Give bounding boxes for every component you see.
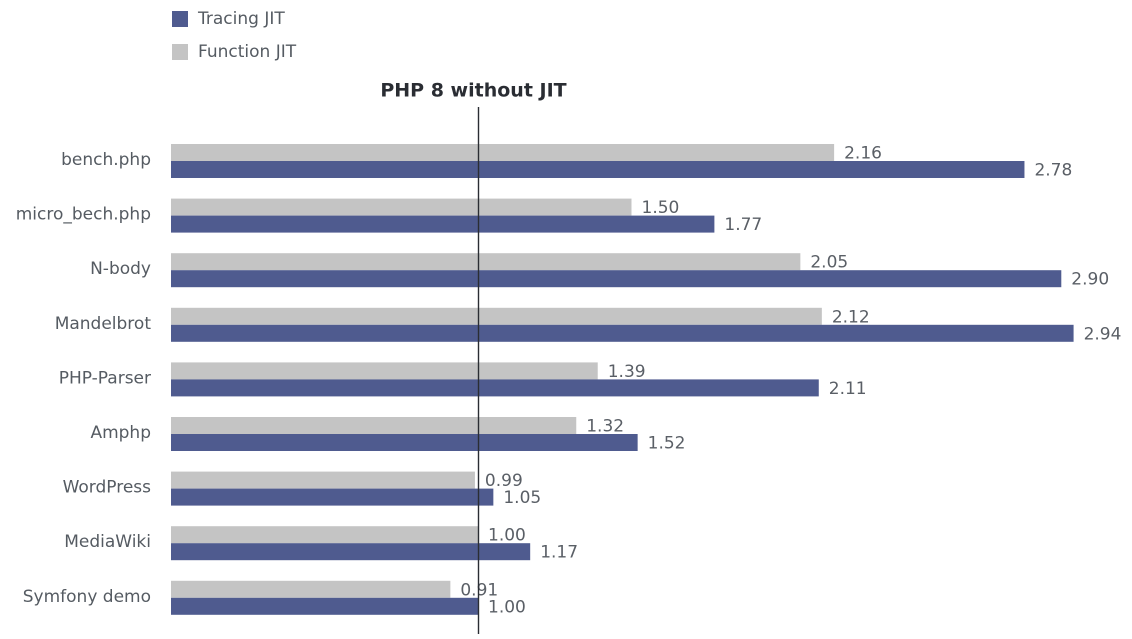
- category-label: WordPress: [63, 478, 152, 498]
- function-jit-bar: [171, 580, 451, 598]
- tracing-jit-bar: [171, 379, 819, 397]
- legend-label: Tracing JIT: [197, 9, 285, 29]
- tracing-jit-bar: [171, 215, 715, 233]
- function-jit-bar: [171, 471, 475, 489]
- tracing-jit-value-label: 1.05: [503, 488, 541, 508]
- tracing-jit-value-label: 2.11: [829, 379, 867, 399]
- reference-line-label: PHP 8 without JIT: [380, 80, 566, 102]
- tracing-jit-value-label: 1.52: [648, 434, 686, 454]
- function-jit-bar: [171, 144, 835, 161]
- function-jit-bar: [171, 198, 632, 216]
- category-label: bench.php: [61, 150, 151, 170]
- legend-label: Function JIT: [198, 42, 297, 62]
- bar-area: bench.php 2.16 2.78 micro_bech.php 1.50 1.77 N…: [16, 144, 1122, 618]
- category-label: PHP-Parser: [59, 368, 151, 388]
- function-jit-value-label: 2.05: [810, 253, 848, 273]
- category-label: MediaWiki: [64, 532, 151, 552]
- legend-swatch: [172, 11, 188, 27]
- function-jit-value-label: 2.12: [832, 307, 870, 327]
- function-jit-value-label: 1.39: [608, 362, 646, 382]
- tracing-jit-value-label: 2.78: [1034, 161, 1072, 181]
- tracing-jit-value-label: 1.77: [724, 215, 762, 235]
- tracing-jit-value-label: 1.00: [488, 597, 526, 617]
- function-jit-bar: [171, 417, 577, 434]
- tracing-jit-bar: [171, 543, 531, 561]
- tracing-jit-bar: [171, 597, 478, 615]
- category-label: Amphp: [90, 423, 151, 443]
- legend-swatch: [172, 44, 188, 60]
- legend: Tracing JIT Function JIT: [172, 9, 297, 62]
- function-jit-bar: [171, 362, 598, 380]
- function-jit-bar: [171, 526, 478, 544]
- category-label: Mandelbrot: [55, 314, 152, 334]
- function-jit-value-label: 0.91: [460, 580, 498, 600]
- tracing-jit-bar: [171, 434, 638, 451]
- function-jit-value-label: 1.00: [488, 526, 526, 546]
- function-jit-value-label: 1.32: [586, 417, 624, 437]
- tracing-jit-value-label: 2.90: [1071, 270, 1109, 290]
- tracing-jit-bar: [171, 324, 1074, 342]
- function-jit-value-label: 0.99: [485, 471, 523, 491]
- tracing-jit-bar: [171, 270, 1062, 288]
- category-label: Symfony demo: [23, 587, 151, 607]
- tracing-jit-value-label: 2.94: [1084, 324, 1122, 344]
- reference-line-group: PHP 8 without JIT: [380, 80, 567, 634]
- tracing-jit-value-label: 1.17: [540, 543, 578, 563]
- function-jit-bar: [171, 253, 801, 271]
- function-jit-value-label: 2.16: [844, 144, 882, 164]
- category-label: micro_bech.php: [16, 205, 151, 225]
- tracing-jit-bar: [171, 161, 1025, 178]
- function-jit-bar: [171, 307, 822, 325]
- tracing-jit-bar: [171, 488, 494, 506]
- function-jit-value-label: 1.50: [642, 198, 680, 218]
- category-label: N-body: [90, 259, 151, 279]
